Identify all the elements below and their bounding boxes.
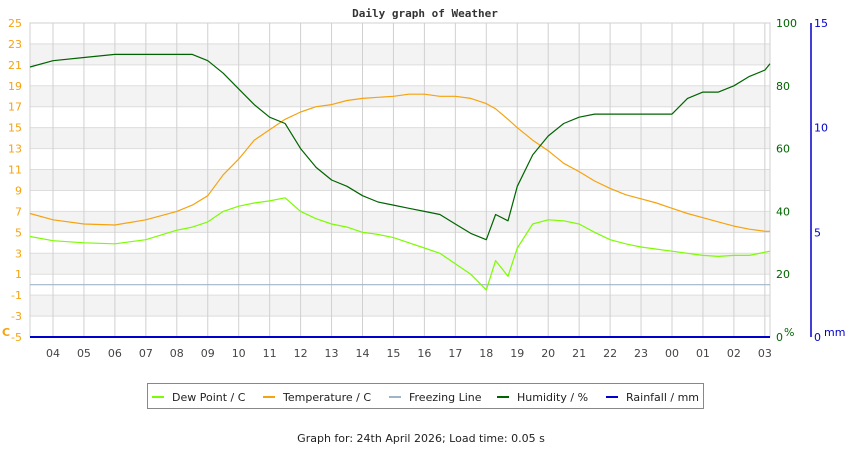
x-tick: 13 bbox=[325, 347, 339, 360]
x-tick: 01 bbox=[696, 347, 710, 360]
humidity-axis-ticks: 100 80 60 40 20 0 bbox=[776, 17, 797, 344]
left-tick: 17 bbox=[8, 101, 22, 114]
x-tick: 03 bbox=[758, 347, 772, 360]
left-tick: -1 bbox=[11, 289, 22, 302]
footer-status: Graph for: 24th April 2026; Load time: 0… bbox=[297, 432, 545, 445]
x-tick: 15 bbox=[386, 347, 400, 360]
left-tick: 15 bbox=[8, 122, 22, 135]
left-tick: 11 bbox=[8, 164, 22, 177]
x-tick: 11 bbox=[263, 347, 277, 360]
humidity-tick: 20 bbox=[776, 268, 790, 281]
x-tick: 20 bbox=[541, 347, 555, 360]
x-tick: 05 bbox=[77, 347, 91, 360]
left-tick: 3 bbox=[15, 247, 22, 260]
left-tick: 5 bbox=[15, 226, 22, 239]
left-tick: -5 bbox=[11, 331, 22, 344]
left-tick: 9 bbox=[15, 184, 22, 197]
humidity-tick: 80 bbox=[776, 80, 790, 93]
x-tick: 18 bbox=[479, 347, 493, 360]
x-tick: 21 bbox=[572, 347, 586, 360]
rainfall-axis-unit: mm bbox=[824, 326, 845, 339]
humidity-tick: 60 bbox=[776, 143, 790, 156]
rainfall-tick: 10 bbox=[814, 122, 828, 135]
left-tick: 23 bbox=[8, 38, 22, 51]
rainfall-tick: 5 bbox=[814, 226, 821, 239]
legend-label: Dew Point / C bbox=[172, 391, 246, 404]
humidity-tick: 40 bbox=[776, 205, 790, 218]
legend-label: Rainfall / mm bbox=[626, 391, 699, 404]
legend-label: Humidity / % bbox=[517, 391, 588, 404]
series-dew-point-c bbox=[29, 197, 771, 291]
humidity-axis-unit: % bbox=[784, 326, 794, 339]
left-tick: 19 bbox=[8, 80, 22, 93]
rainfall-tick: 0 bbox=[814, 331, 821, 344]
left-axis-ticks: 25 23 21 19 17 15 13 11 9 7 5 3 1 -1 -3 -5 bbox=[8, 17, 22, 344]
legend-label: Temperature / C bbox=[282, 391, 371, 404]
left-axis-unit: C bbox=[2, 326, 10, 339]
x-tick: 10 bbox=[232, 347, 246, 360]
x-tick: 09 bbox=[201, 347, 215, 360]
left-tick: 13 bbox=[8, 143, 22, 156]
series-lines bbox=[29, 53, 771, 338]
x-tick: 22 bbox=[603, 347, 617, 360]
x-tick: 16 bbox=[417, 347, 431, 360]
x-tick: 19 bbox=[510, 347, 524, 360]
x-tick: 14 bbox=[356, 347, 370, 360]
plot-background-bands bbox=[30, 43, 770, 317]
humidity-tick: 100 bbox=[776, 17, 797, 30]
x-tick: 23 bbox=[634, 347, 648, 360]
x-tick: 06 bbox=[108, 347, 122, 360]
x-tick: 12 bbox=[294, 347, 308, 360]
humidity-tick: 0 bbox=[776, 331, 783, 344]
rainfall-axis-ticks: 15 10 5 0 bbox=[814, 17, 828, 344]
legend-label: Freezing Line bbox=[409, 391, 482, 404]
x-tick: 00 bbox=[665, 347, 679, 360]
series-temperature-c bbox=[29, 93, 770, 232]
legend: Dew Point / C Temperature / C Freezing Lin… bbox=[152, 391, 699, 404]
x-tick: 08 bbox=[170, 347, 184, 360]
left-tick: 25 bbox=[8, 17, 22, 30]
left-tick: 21 bbox=[8, 59, 22, 72]
x-tick: 02 bbox=[727, 347, 741, 360]
x-tick: 04 bbox=[46, 347, 60, 360]
x-axis-ticks: 04 05 06 07 08 09 10 11 12 13 14 15 16 17 18 19 20 21 22 23… bbox=[46, 347, 772, 360]
x-tick: 07 bbox=[139, 347, 153, 360]
x-tick: 17 bbox=[448, 347, 462, 360]
series-humidity bbox=[29, 53, 771, 241]
left-tick: -3 bbox=[11, 310, 22, 323]
left-tick: 7 bbox=[15, 205, 22, 218]
left-tick: 1 bbox=[15, 268, 22, 281]
chart-title: Daily graph of Weather bbox=[352, 7, 498, 20]
rainfall-tick: 15 bbox=[814, 17, 828, 30]
